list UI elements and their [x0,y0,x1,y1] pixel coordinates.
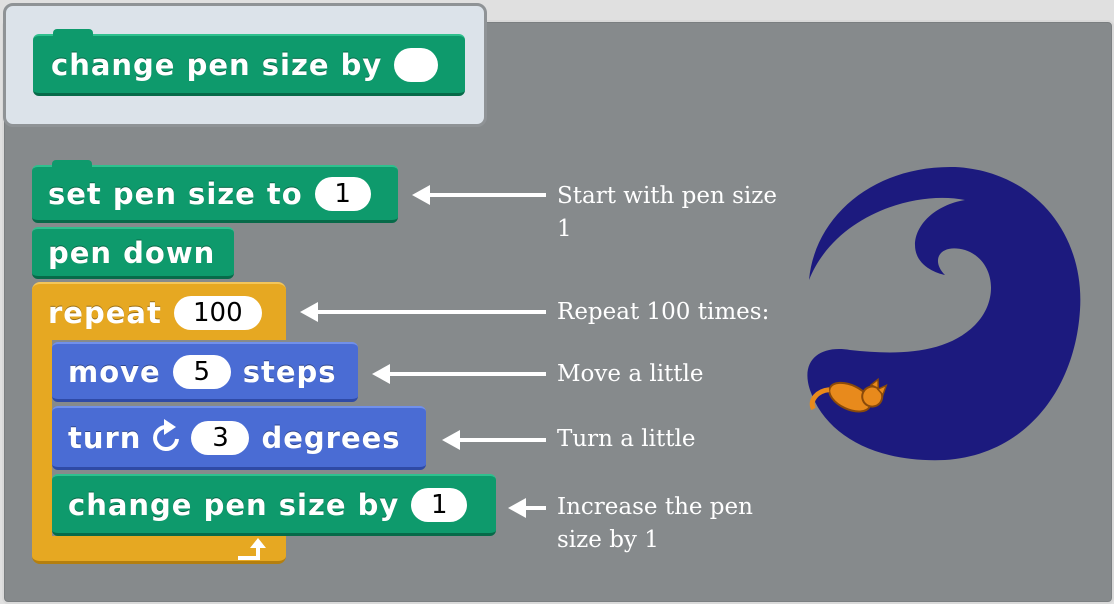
palette-panel: change pen size by [3,3,487,127]
note-change-pen-size: Increase the pen size by 1 [557,494,753,553]
pen-trail-shape [807,166,1081,461]
palette-change-pen-size-block[interactable]: change pen size by [33,29,465,96]
pen-size-change-input[interactable]: 1 [411,487,468,522]
arrow-turn [442,430,546,450]
block-label: set pen size to [48,176,303,211]
block-label: repeat [48,296,162,330]
note-move: Move a little [557,361,704,387]
block-suffix: steps [242,354,337,389]
arrow-set-pen-size [412,185,546,205]
note-turn: Turn a little [557,426,696,452]
arrow-move [372,364,546,384]
change-pen-size-block[interactable]: change pen size by 1 [52,474,496,536]
arrow-change-pen-size [508,498,546,518]
cat-sprite-icon [809,377,888,413]
stage-drawing [807,166,1081,461]
move-steps-block[interactable]: move 5 steps [52,342,358,402]
pen-down-block[interactable]: pen down [32,227,234,279]
degrees-input[interactable]: 3 [191,420,250,455]
set-pen-size-block[interactable]: set pen size to 1 [32,160,398,223]
repeat-header: repeat 100 [36,286,270,340]
block-suffix: degrees [261,420,401,455]
note-set-pen-size: Start with pen size 1 [557,183,778,242]
turn-degrees-block[interactable]: turn 3 degrees [52,406,426,470]
steps-input[interactable]: 5 [172,354,231,389]
pen-size-input[interactable]: 1 [314,176,371,211]
repeat-count-input[interactable]: 100 [173,296,262,330]
note-repeat: Repeat 100 times: [557,299,770,325]
rotate-clockwise-icon [153,418,180,451]
loop-arrow-icon [238,538,266,560]
number-input-slot[interactable] [394,47,439,82]
block-label: change pen size by [68,487,400,522]
block-label: change pen size by [51,47,383,82]
block-label: pen down [48,235,216,270]
block-label: move [68,354,161,389]
arrow-repeat [300,302,546,322]
block-label: turn [68,420,142,455]
